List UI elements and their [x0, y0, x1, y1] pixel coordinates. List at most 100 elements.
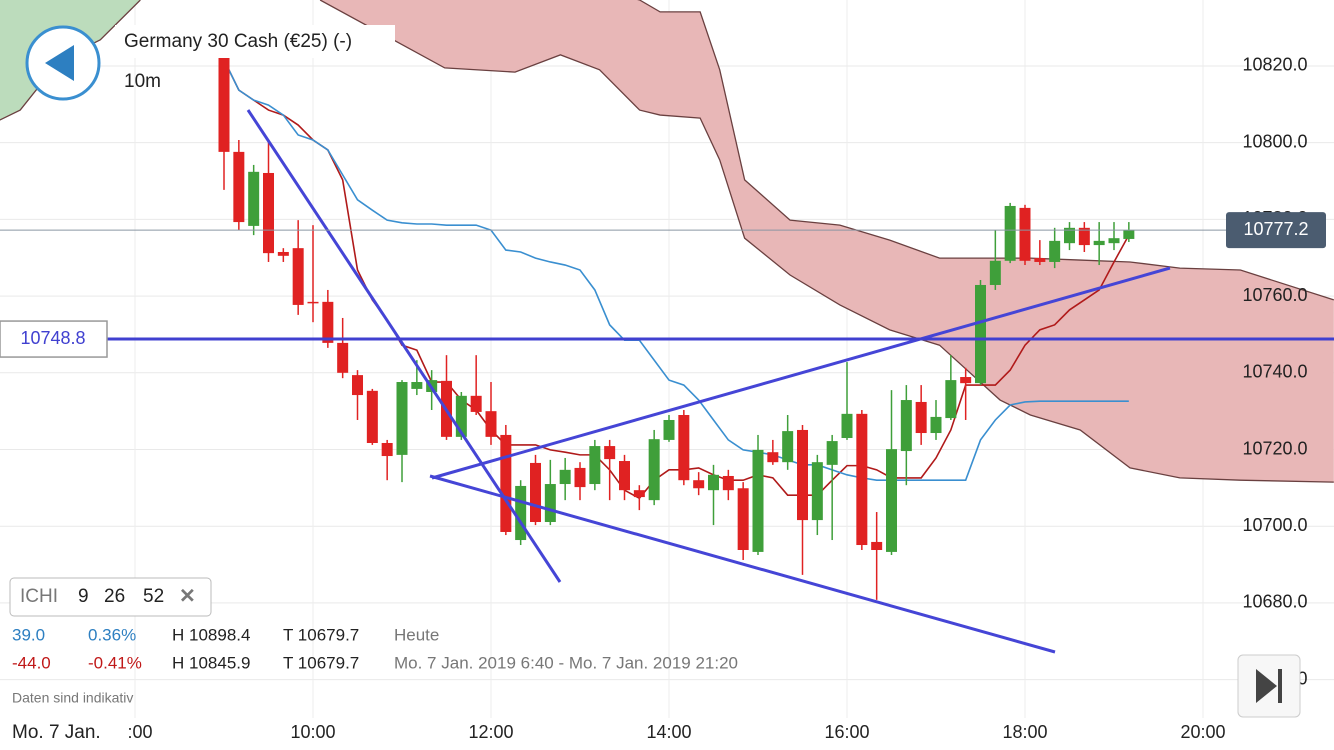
stat-change: -44.0 — [12, 653, 51, 672]
instrument-title: Germany 30 Cash (€25) (-) — [124, 31, 352, 52]
candle-body — [411, 382, 423, 389]
candle-body — [396, 382, 408, 455]
candle-body — [648, 439, 660, 501]
candle-body — [1034, 258, 1046, 262]
interval: 10m — [124, 71, 161, 92]
cloud-area — [320, 0, 1334, 483]
jump-icon — [1256, 669, 1277, 703]
candle-body — [708, 474, 720, 491]
candle-body — [737, 488, 749, 551]
candle-body — [530, 462, 542, 523]
candle-body — [1049, 240, 1061, 262]
candle-body — [945, 380, 957, 419]
candle-body — [1019, 207, 1031, 261]
candle-body — [930, 416, 942, 434]
stat-high: H 10898.4 — [172, 625, 250, 644]
title-box — [115, 25, 395, 58]
y-tick-label: 10740.0 — [1242, 362, 1307, 382]
candle-body — [989, 260, 1001, 285]
candle-body — [292, 248, 304, 305]
candle-body — [678, 414, 690, 481]
x-tick-label: 12:00 — [468, 722, 513, 742]
trendlines — [246, 109, 1171, 654]
indicator-param: 9 — [78, 586, 89, 607]
y-tick-label: 10680.0 — [1242, 592, 1307, 612]
candle-body — [722, 475, 734, 491]
candle-body — [337, 342, 349, 373]
candle-body — [604, 446, 616, 460]
stat-low: T 10679.7 — [283, 625, 359, 644]
candle-body — [263, 172, 275, 254]
candle-body — [782, 431, 794, 463]
candle-body — [233, 151, 245, 223]
candle-body — [307, 301, 319, 304]
candle-body — [1108, 238, 1120, 244]
candle-body — [826, 441, 838, 465]
y-tick-label: 10760.0 — [1242, 285, 1307, 305]
stat-low: T 10679.7 — [283, 653, 359, 672]
indicator-param: 52 — [143, 586, 164, 607]
candle-body — [366, 390, 378, 443]
candle-body — [1064, 227, 1076, 244]
candle-body — [900, 400, 912, 452]
cloud-edge — [319, 0, 1334, 483]
candle-body — [693, 480, 705, 489]
trendline — [431, 266, 1171, 480]
candle-body — [248, 171, 260, 226]
candle-body — [633, 490, 645, 498]
candle-body — [915, 401, 927, 434]
candle-body — [811, 462, 823, 521]
indicator-name: ICHI — [20, 586, 58, 607]
candle-body — [574, 467, 586, 488]
candle-body — [886, 449, 898, 552]
candle-body — [871, 541, 883, 551]
candle-body — [856, 413, 868, 546]
date-box — [0, 719, 127, 750]
candle-body — [960, 377, 972, 384]
candle-body — [500, 434, 512, 532]
y-tick-label: 10800.0 — [1242, 131, 1307, 151]
candle-body — [218, 57, 230, 152]
cloud-area — [0, 0, 141, 120]
trendline — [246, 109, 562, 583]
candle-body — [352, 375, 364, 396]
y-tick-label: 10700.0 — [1242, 515, 1307, 535]
candle-body — [1123, 230, 1135, 239]
indicator-box[interactable] — [9, 577, 212, 617]
x-tick-label: 14:00 — [646, 722, 691, 742]
candle-body — [797, 429, 809, 521]
candle-body — [485, 411, 497, 437]
stat-period: Heute — [394, 625, 439, 644]
candle-body — [470, 395, 482, 412]
stat-change: 39.0 — [12, 625, 45, 644]
candle-body — [455, 395, 467, 437]
x-tick-label: 10:00 — [290, 722, 335, 742]
disclaimer: Daten sind indikativ — [12, 690, 133, 706]
trendline — [429, 474, 1056, 654]
candle-body — [752, 449, 764, 552]
candle-body — [544, 484, 556, 523]
y-tick-label: 10820.0 — [1242, 55, 1307, 75]
candle-body — [975, 284, 987, 384]
last-price-label: 10777.2 — [1243, 219, 1308, 239]
stat-percent: -0.41% — [88, 653, 142, 672]
candle-body — [663, 419, 675, 440]
candle-body — [619, 461, 631, 491]
indicator-param: 26 — [104, 586, 125, 607]
indicator-close[interactable]: ✕ — [179, 585, 196, 607]
y-tick-label: 10720.0 — [1242, 438, 1307, 458]
candle-body — [589, 446, 601, 485]
candle-body — [515, 485, 527, 541]
candle-body — [767, 452, 779, 463]
candle-body — [559, 469, 571, 485]
stat-percent: 0.36% — [88, 625, 136, 644]
stat-period: Mo. 7 Jan. 2019 6:40 - Mo. 7 Jan. 2019 2… — [394, 653, 738, 672]
x-tick-label: 20:00 — [1180, 722, 1225, 742]
level-label-box — [0, 320, 108, 358]
x-tick-label: 18:00 — [1002, 722, 1047, 742]
date-label: Mo. 7 Jan. — [12, 722, 101, 743]
x-tick-label: 16:00 — [824, 722, 869, 742]
candle-body — [1078, 227, 1090, 246]
candle-body — [277, 251, 289, 256]
last-price-box — [1226, 212, 1326, 249]
